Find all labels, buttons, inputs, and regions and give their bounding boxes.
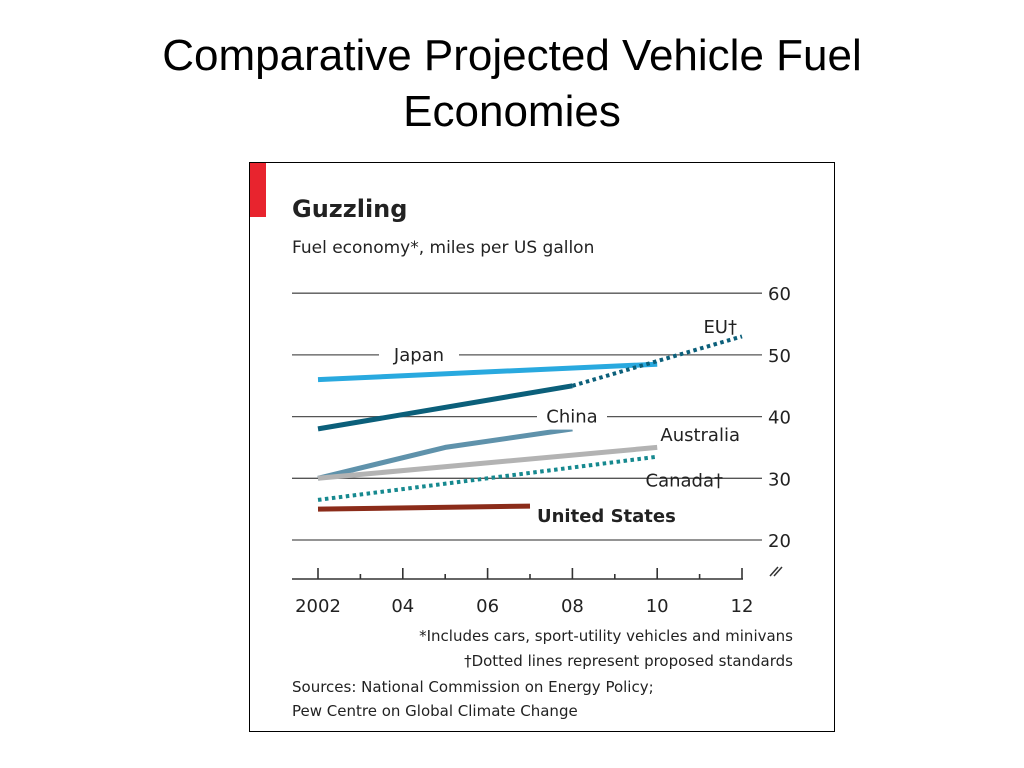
series-line-eu-dotted <box>571 334 743 388</box>
y-tick-label-30: 30 <box>768 469 791 490</box>
x-tick-label-04: 04 <box>391 596 414 617</box>
label-china: China <box>546 407 597 428</box>
x-axis: 2002 04 06 08 10 12 <box>292 566 783 617</box>
y-axis-tick-labels: 20 30 40 50 60 <box>768 284 791 552</box>
fuel-economy-chart: Guzzling Fuel economy*, miles per US gal… <box>250 163 793 720</box>
y-tick-label-60: 60 <box>768 284 791 305</box>
series-line-china <box>317 426 573 481</box>
y-tick-label-40: 40 <box>768 408 791 429</box>
footnote-2: †Dotted lines represent proposed standar… <box>464 652 793 670</box>
label-eu: EU† <box>703 317 737 338</box>
y-tick-label-20: 20 <box>768 531 791 552</box>
data-series <box>317 334 743 512</box>
x-tick-label-12: 12 <box>731 596 754 617</box>
label-australia: Australia <box>660 425 740 446</box>
x-tick-label-2002: 2002 <box>295 596 341 617</box>
gridlines <box>292 292 762 541</box>
label-canada: Canada† <box>646 470 724 491</box>
slide-title-line2: Economies <box>403 87 621 136</box>
y-tick-label-50: 50 <box>768 346 791 367</box>
chart-panel: Guzzling Fuel economy*, miles per US gal… <box>249 162 835 732</box>
x-tick-label-08: 08 <box>561 596 584 617</box>
sources-line-1: Sources: National Commission on Energy P… <box>292 678 654 696</box>
chart-title: Guzzling <box>292 195 407 223</box>
slide-title: Comparative Projected Vehicle Fuel Econo… <box>0 28 1024 140</box>
x-tick-label-10: 10 <box>646 596 669 617</box>
label-china-background <box>537 405 607 430</box>
series-line-australia <box>317 444 658 481</box>
footnote-1: *Includes cars, sport-utility vehicles a… <box>419 627 793 645</box>
slide-title-line1: Comparative Projected Vehicle Fuel <box>162 31 862 80</box>
label-united-states: United States <box>537 506 676 527</box>
label-japan: Japan <box>393 345 444 366</box>
x-tick-label-06: 06 <box>476 596 499 617</box>
series-line-japan <box>317 361 658 383</box>
series-line-eu-solid <box>317 383 573 432</box>
series-line-united-states <box>317 503 531 512</box>
sources-line-2: Pew Centre on Global Climate Change <box>292 702 578 720</box>
chart-accent-bar <box>250 163 266 217</box>
axis-break-mark <box>769 566 783 577</box>
series-line-canada <box>317 454 658 502</box>
label-japan-background <box>379 343 459 368</box>
chart-subtitle: Fuel economy*, miles per US gallon <box>292 238 594 258</box>
series-labels: Japan China EU† Australia Canada† United Stat… <box>379 317 740 527</box>
